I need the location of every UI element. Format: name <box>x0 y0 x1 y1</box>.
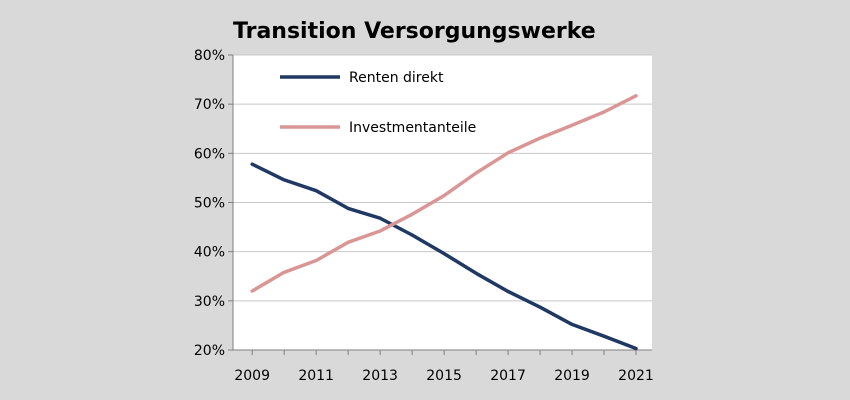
x-tick-label: 2011 <box>298 368 334 384</box>
x-tick-label: 2019 <box>554 368 590 384</box>
x-tick-label: 2021 <box>618 368 654 384</box>
x-tick-label: 2013 <box>362 368 398 384</box>
y-tick-label: 40% <box>194 245 225 261</box>
y-tick-label: 20% <box>194 343 225 359</box>
chart-title: Transition Versorgungswerke <box>233 19 596 44</box>
x-tick-label: 2017 <box>490 368 526 384</box>
y-tick-label: 30% <box>194 294 225 310</box>
y-tick-label: 60% <box>194 146 225 162</box>
x-tick-label: 2015 <box>426 368 462 384</box>
legend-label: Renten direkt <box>349 70 444 86</box>
x-tick-label: 2009 <box>234 368 270 384</box>
series-line <box>250 94 638 293</box>
x-axis-ticks: 2009 2011 2013 2015 2017 2019 2021 <box>234 350 654 384</box>
y-axis-ticks: 80% 70% 60% 50% 40% 30% 20% <box>194 48 233 359</box>
y-tick-label: 50% <box>194 196 225 212</box>
legend: Renten direkt Investmentanteile <box>280 70 476 136</box>
y-tick-label: 70% <box>194 97 225 113</box>
series-line <box>250 162 638 351</box>
legend-label: Investmentanteile <box>349 120 476 136</box>
series-lines <box>250 94 638 351</box>
y-tick-label: 80% <box>194 48 225 64</box>
